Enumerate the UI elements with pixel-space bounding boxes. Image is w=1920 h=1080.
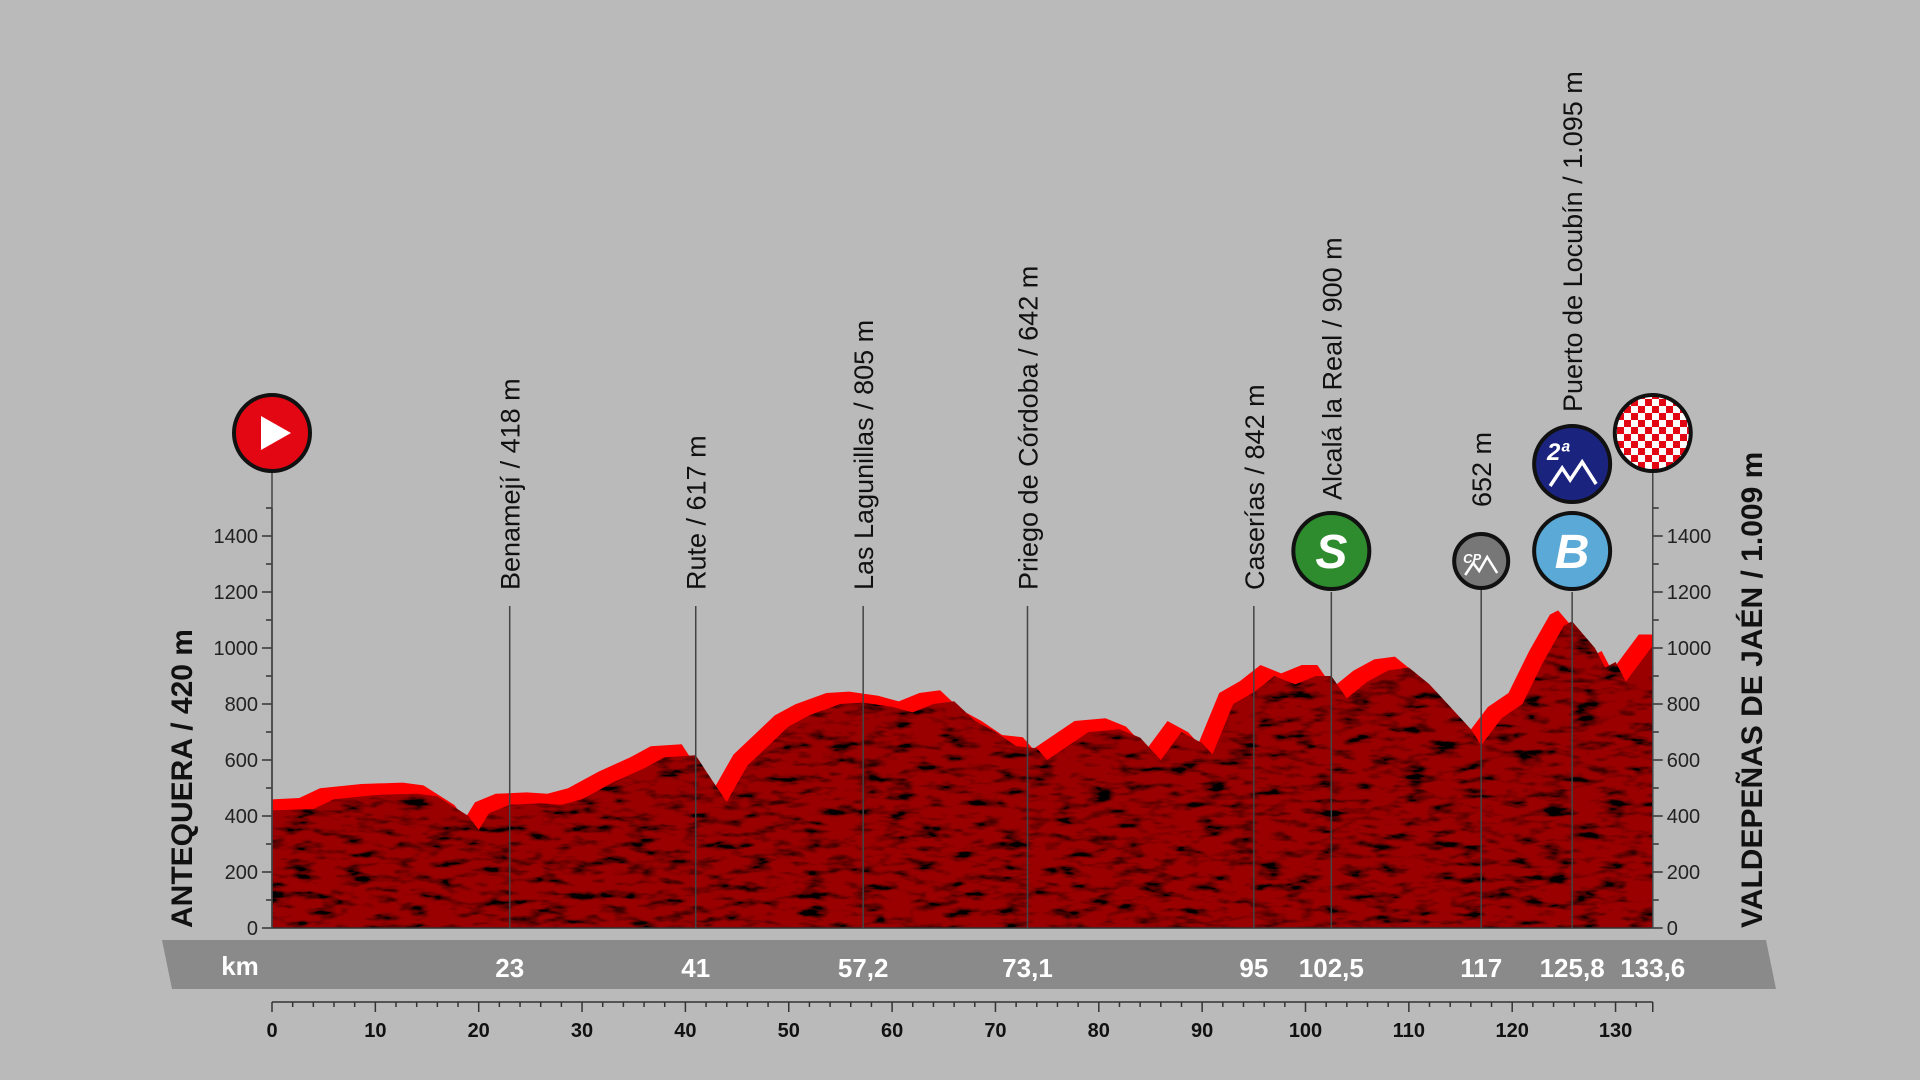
km-marker-label: 95 bbox=[1239, 953, 1268, 983]
point-label: Rute / 617 m bbox=[682, 435, 712, 590]
x-tick-label: 0 bbox=[266, 1020, 277, 1042]
mountain-icon bbox=[1464, 554, 1499, 576]
left-y-tick-label: 1200 bbox=[214, 582, 259, 604]
right-y-tick-label: 400 bbox=[1667, 806, 1700, 828]
climb-category-text: 2ª bbox=[1546, 439, 1570, 466]
left-y-tick-label: 400 bbox=[225, 806, 258, 828]
finish-location-label: VALDEPEÑAS DE JAÉN / 1.009 m bbox=[1735, 452, 1769, 928]
elevation-profile bbox=[272, 610, 1653, 928]
play-triangle-icon bbox=[261, 416, 291, 450]
badge-text: CP bbox=[1463, 551, 1481, 566]
km-marker-label: 23 bbox=[495, 953, 524, 983]
badge-text: B bbox=[1555, 526, 1590, 579]
checkpoint-icon bbox=[1452, 532, 1511, 590]
right-y-tick-label: 1200 bbox=[1667, 582, 1712, 604]
km-marker-label: 73,1 bbox=[1002, 953, 1053, 983]
right-y-tick-label: 800 bbox=[1667, 694, 1700, 716]
route-points: 23 Benamejí / 418 m 41 Rute / 617 m 57,2 Las … bbox=[495, 71, 1685, 983]
km-unit-label: km bbox=[221, 951, 259, 981]
finish-checkered-icon bbox=[1612, 393, 1693, 473]
left-y-tick-label: 600 bbox=[225, 750, 258, 772]
right-y-tick-label: 0 bbox=[1667, 918, 1678, 940]
point-label: Priego de Córdoba / 642 m bbox=[1013, 266, 1043, 590]
x-tick-label: 40 bbox=[674, 1020, 696, 1042]
x-tick-label: 130 bbox=[1599, 1020, 1632, 1042]
x-tick-label: 110 bbox=[1393, 1020, 1425, 1042]
point-label: 652 m bbox=[1467, 432, 1497, 507]
point-label: Benamejí / 418 m bbox=[496, 378, 526, 590]
x-tick-label: 20 bbox=[468, 1020, 490, 1042]
bonus-icon bbox=[1532, 511, 1613, 591]
sprint-icon bbox=[1291, 511, 1372, 591]
point-label: Puerto de Locubín / 1.095 m bbox=[1558, 71, 1588, 412]
x-tick-label: 10 bbox=[364, 1020, 386, 1042]
km-marker-label: 102,5 bbox=[1299, 953, 1364, 983]
x-tick-label: 50 bbox=[778, 1020, 800, 1042]
left-y-tick-label: 1000 bbox=[214, 638, 259, 660]
point-label: Alcalá la Real / 900 m bbox=[1317, 237, 1347, 500]
km-marker-label: 57,2 bbox=[838, 953, 889, 983]
left-y-tick-label: 800 bbox=[225, 694, 258, 716]
km-marker-label: 125,8 bbox=[1540, 953, 1605, 983]
right-y-tick-label: 1400 bbox=[1667, 526, 1712, 548]
x-tick-label: 80 bbox=[1088, 1020, 1110, 1042]
x-tick-label: 100 bbox=[1289, 1020, 1322, 1042]
mountain-icon bbox=[1548, 458, 1598, 487]
left-y-tick-label: 200 bbox=[225, 862, 258, 884]
right-y-tick-label: 200 bbox=[1667, 862, 1700, 884]
left-y-tick-label: 1400 bbox=[214, 526, 259, 548]
x-tick-label: 60 bbox=[881, 1020, 903, 1042]
x-tick-label: 120 bbox=[1496, 1020, 1529, 1042]
right-y-tick-label: 600 bbox=[1667, 750, 1700, 772]
climb-category-icon bbox=[1532, 424, 1613, 504]
point-label: Caserías / 842 m bbox=[1240, 384, 1270, 590]
profile-area bbox=[272, 621, 1653, 928]
right-y-tick-label: 1000 bbox=[1667, 638, 1712, 660]
x-tick-label: 70 bbox=[984, 1020, 1006, 1042]
km-band-strip bbox=[162, 940, 1776, 989]
left-y-tick-label: 0 bbox=[247, 918, 258, 940]
start-location-label: ANTEQUERA / 420 m bbox=[166, 629, 199, 928]
badge-text: S bbox=[1315, 526, 1347, 579]
km-marker-label: 41 bbox=[681, 953, 710, 983]
km-marker-label: 117 bbox=[1460, 953, 1502, 983]
markers: S CP B 2ª bbox=[232, 393, 1693, 928]
point-label: Las Lagunillas / 805 m bbox=[849, 320, 879, 590]
km-band: km bbox=[162, 940, 1776, 989]
km-marker-label: 133,6 bbox=[1620, 953, 1685, 983]
x-tick-label: 90 bbox=[1191, 1020, 1213, 1042]
x-tick-label: 30 bbox=[571, 1020, 593, 1042]
